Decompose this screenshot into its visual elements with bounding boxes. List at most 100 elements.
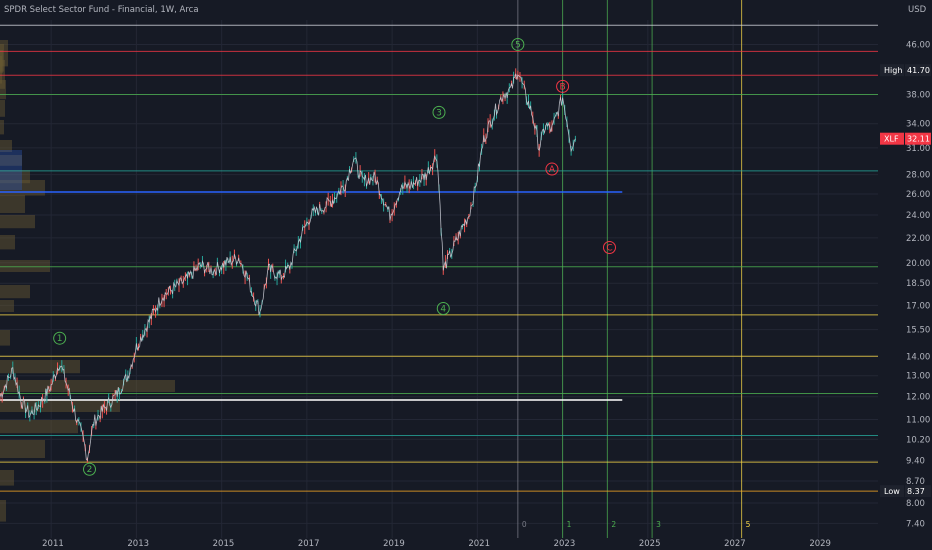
volume-profile-bar [0,235,15,250]
y-tick-label: 12.00 [906,393,930,403]
y-tick-label: 20.00 [906,259,930,269]
y-tick-label: 14.00 [906,352,930,362]
low-badge-label: Low [884,487,900,496]
time-axis[interactable]: 2011 2013 2015 2017 2019 2021 2023 2025 2027 2029 [42,539,831,549]
y-tick-label: 24.00 [906,211,930,221]
volume-profile-bar [0,500,6,522]
y-tick-label: 10.20 [906,435,930,445]
y-tick-label: 7.40 [906,519,925,529]
volume-profile-bar [0,285,30,299]
y-tick-label: 13.00 [906,372,930,382]
y-tick-label: 26.00 [906,190,930,200]
high-badge-label-bg [880,64,904,77]
volume-profile-bar [0,360,80,374]
volume-profile-bar [0,215,35,229]
x-tick-label: 2021 [468,539,490,549]
volume-profile-bar [0,140,12,152]
wave-circle [556,79,570,93]
wave-circle [436,302,450,316]
high-badge-value: 41.70 [907,66,930,75]
high-badge-value-bg [905,64,931,77]
currency-label: USD [908,5,927,15]
horizontal-levels [0,24,878,492]
fib-time-label: 5 [746,520,751,529]
y-tick-label: 15.50 [906,326,930,336]
chart-title: SPDR Select Sector Fund - Financial, 1W,… [4,5,199,15]
grid-lines [0,20,878,538]
volume-profile-bar [0,470,14,486]
y-tick-label: 31.00 [906,144,930,154]
volume-profile-bar [0,40,8,67]
wave-label: 1 [57,334,63,344]
volume-profile-bar [0,195,25,213]
volume-profile-bar [0,330,10,346]
volume-profile-bar [0,260,50,272]
low-badge-value: 8.37 [907,487,925,496]
volume-profile-bar [0,420,78,434]
wave-label: C [606,244,612,254]
wave-label: 4 [440,305,446,315]
x-tick-label: 2011 [42,539,64,549]
wave-label: 3 [436,108,442,118]
volume-profile-bar [0,80,6,100]
y-tick-label: 28.00 [906,171,930,181]
price-series [0,68,576,463]
y-tick-label: 22.00 [906,234,930,244]
x-tick-label: 2019 [383,539,405,549]
volume-profile-bar [0,400,120,412]
wave-circle [53,331,67,345]
y-tick-label: 11.00 [906,416,930,426]
elliott-wave-labels: 1 2 3 4 5 A B C [53,37,616,476]
volume-profile-bar [0,60,5,89]
high-badge-label: High [884,66,902,75]
volume-profile-bar [0,56,2,84]
y-tick-label: 9.40 [906,457,925,467]
x-tick-label: 2029 [809,539,831,549]
volume-profile-bar [0,300,14,312]
volume-profile [0,40,175,522]
volume-profile-bar [0,380,175,392]
last-price-badge-value-bg [905,132,931,145]
x-tick-label: 2017 [298,539,320,549]
wave-circle [602,241,616,255]
price-line [0,73,576,462]
volume-profile-bar [0,170,30,184]
fib-time-zones: 0 1 2 3 5 [517,0,751,538]
low-badge-value-bg [905,485,931,498]
y-tick-label: 38.00 [906,91,930,101]
y-tick-label: 8.00 [906,499,925,509]
wave-label: 2 [87,465,93,475]
price-axis[interactable]: 46.00 38.00 34.00 31.00 28.00 26.00 24.00 22.00… [878,0,932,550]
y-tick-label: 46.00 [906,40,930,50]
volume-profile-bar [0,44,4,72]
x-tick-label: 2023 [554,539,576,549]
wave-label: B [560,82,566,92]
wave-circle [83,462,97,476]
x-tick-label: 2015 [213,539,235,549]
last-price-badge-label: XLF [884,135,899,144]
volume-profile-bar [0,150,22,190]
last-price-badge-label-bg [880,132,904,145]
fib-time-label: 3 [656,520,661,529]
price-axis-background [878,0,932,550]
y-tick-label: 18.50 [906,279,930,289]
wave-circle [511,37,525,51]
volume-profile-bar [0,155,22,166]
x-tick-label: 2025 [639,539,661,549]
wave-circle [545,162,559,176]
x-tick-label: 2013 [127,539,149,549]
volume-profile-bar [0,100,5,117]
last-price-badge-value: 32.11 [907,135,930,144]
y-tick-label: 8.70 [906,477,925,487]
wave-label: 5 [515,40,521,50]
y-tick-label: 34.00 [906,120,930,130]
volume-profile-bar [0,440,45,458]
wave-label: A [549,165,556,175]
fib-time-label: 2 [611,520,616,529]
y-tick-label: 17.00 [906,301,930,311]
x-tick-label: 2027 [724,539,746,549]
fib-time-label: 0 [522,520,527,529]
low-badge-label-bg [880,485,904,498]
